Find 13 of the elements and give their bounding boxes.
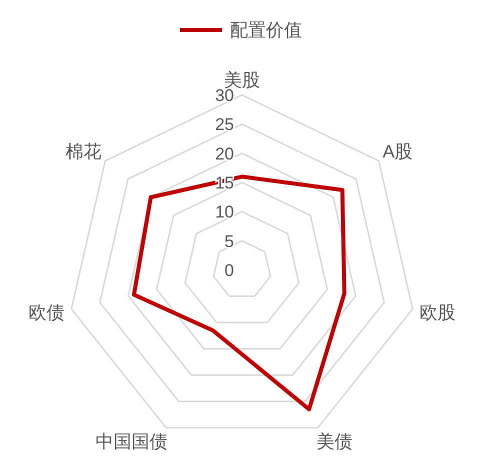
y-tick-label: 25 — [215, 115, 234, 134]
y-tick-label: 20 — [215, 144, 234, 164]
spoke-label: A股 — [382, 141, 413, 162]
spoke-label: 欧股 — [419, 302, 456, 322]
spoke-label: 棉花 — [65, 141, 102, 162]
spoke-label: 美股 — [224, 70, 260, 90]
spoke-label: 美债 — [316, 431, 353, 452]
spoke-label: 中国国债 — [95, 431, 168, 452]
legend-label: 配置价值 — [230, 20, 302, 40]
y-tick-label: 0 — [224, 261, 234, 280]
y-tick-label: 5 — [224, 232, 234, 251]
y-tick-label: 10 — [215, 202, 234, 222]
spoke-label: 欧债 — [28, 302, 65, 322]
